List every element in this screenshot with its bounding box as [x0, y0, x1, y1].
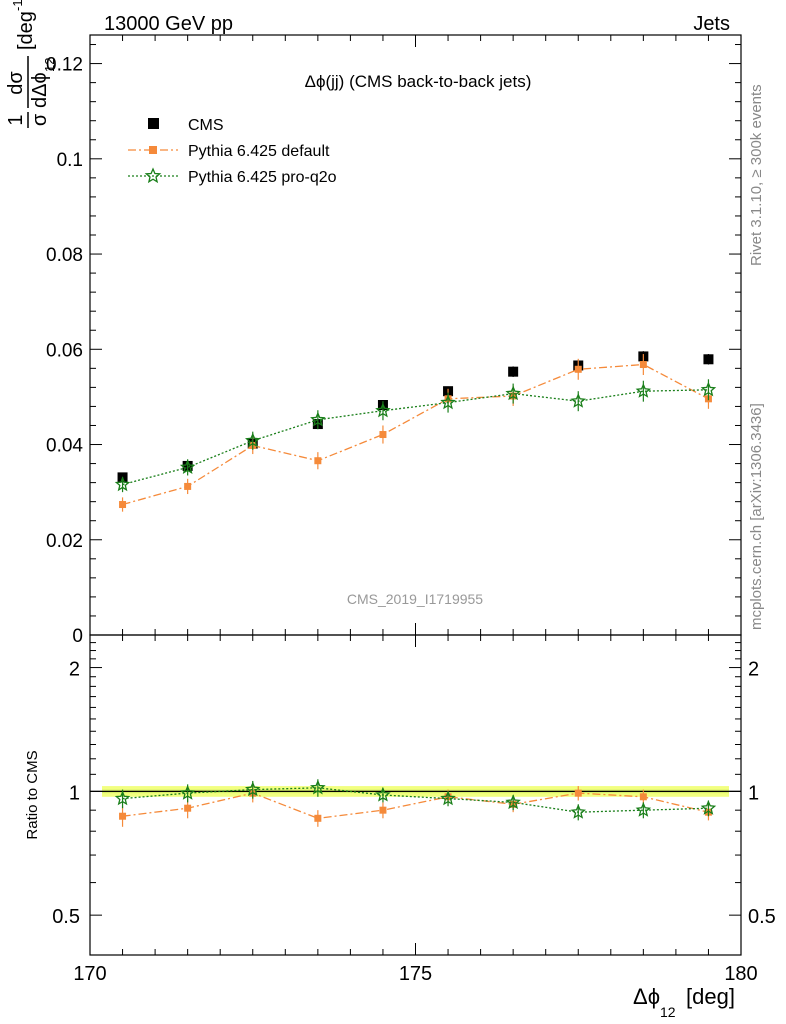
data-point-star: [245, 432, 261, 448]
ylabel-d-den-sub: 12: [42, 58, 57, 72]
legend-marker-cms: [148, 118, 159, 129]
y-tick-label: 0.12: [46, 55, 83, 76]
xlabel: Δϕ 12 [deg]: [633, 984, 735, 1020]
data-point-star: [505, 385, 521, 401]
ylabel-frac-den: σ: [29, 113, 51, 126]
ratio-y-tick-label-right: 1: [748, 782, 759, 804]
data-point-star: [375, 402, 391, 418]
y-tick-label: 0.08: [46, 245, 83, 266]
ratio-y-tick-label-right: 2: [748, 659, 759, 681]
x-tick-label: 180: [724, 963, 757, 985]
data-point-star: [635, 383, 652, 398]
y-tick-label: 0.1: [57, 150, 83, 171]
data-point: [119, 501, 127, 509]
ratio-point-star: [440, 790, 456, 806]
side-label-rivet: Rivet 3.1.10, ≥ 300k events: [748, 84, 765, 266]
ratio-point-star: [375, 786, 391, 802]
ratio-axis-ticks: 0.5 0.5 1 1 2 2 170 175 180: [52, 635, 776, 985]
legend-marker-pythia-proq2o: [144, 167, 162, 184]
xlabel-main: Δϕ: [633, 984, 660, 1009]
ratio-ylabel: Ratio to CMS: [24, 750, 41, 839]
y-tick-label: 0.04: [46, 436, 83, 457]
ratio-point: [314, 814, 322, 822]
ratio-point-star: [700, 800, 717, 815]
ratio-y-tick-label: 1: [69, 782, 80, 804]
legend-item-pythia-default: Pythia 6.425 default: [128, 143, 330, 160]
data-point: [574, 365, 582, 373]
main-data-marks: [114, 351, 717, 512]
data-point-star: [570, 393, 586, 408]
main-panel: 0 0.02 0.04 0.06 0.08 0.1 0.12 Δϕ(jj) (CMS bac…: [5, 0, 742, 647]
x-tick-label: 170: [73, 963, 106, 985]
watermark: CMS_2019_I1719955: [347, 591, 483, 607]
data-point-star: [700, 381, 717, 397]
legend-label-cms: CMS: [188, 117, 224, 134]
legend: CMS Pythia 6.425 default Pythia 6.425 pr…: [128, 117, 337, 186]
main-title: Δϕ(jj) (CMS back-to-back jets): [305, 72, 532, 91]
xlabel-sub: 12: [660, 1004, 676, 1020]
series-line-1: [122, 363, 709, 506]
ratio-series-line-0: [122, 792, 709, 819]
data-point: [314, 457, 322, 465]
ylabel-d-den: dΔϕ: [29, 72, 51, 108]
data-point-star: [440, 394, 456, 410]
ratio-point-star: [245, 781, 261, 797]
y-tick-label: 0.02: [46, 531, 83, 552]
ratio-y-tick-label: 0.5: [52, 906, 80, 928]
ratio-point: [379, 806, 387, 814]
legend-item-pythia-proq2o: Pythia 6.425 pro-q2o: [128, 167, 337, 186]
ratio-band: [90, 786, 741, 797]
legend-marker-pythia-default: [149, 146, 157, 154]
ratio-y-tick-label-right: 0.5: [748, 906, 776, 928]
ratio-point: [639, 793, 647, 801]
ylabel-d-num: dσ: [5, 71, 27, 95]
header-right: Jets: [693, 13, 730, 35]
ratio-data-marks: [114, 779, 717, 827]
y-tick-label: 0: [72, 626, 83, 647]
data-point: [379, 431, 387, 439]
series-line-2: [122, 389, 709, 486]
legend-item-cms: CMS: [148, 117, 224, 134]
ratio-point: [119, 812, 127, 820]
ratio-point: [574, 789, 582, 797]
ratio-point-star: [635, 802, 652, 817]
ylabel-frac-num: 1: [5, 114, 27, 125]
data-point: [508, 366, 519, 377]
y-tick-label: 0.06: [46, 340, 83, 361]
data-point-star: [114, 476, 131, 492]
ratio-point-star: [505, 794, 521, 810]
ylabel-unit: [deg: [15, 11, 37, 50]
data-point: [184, 482, 192, 490]
ratio-point: [184, 804, 192, 812]
xlabel-unit: [deg]: [686, 984, 735, 1009]
ratio-point-star: [570, 804, 586, 819]
data-point: [703, 354, 714, 365]
data-point-star: [310, 411, 326, 427]
x-tick-label: 175: [399, 963, 432, 985]
header-left: 13000 GeV pp: [104, 13, 233, 35]
main-ylabel: 1 σ dσ dΔϕ 12 [deg -1 ]: [5, 0, 57, 128]
side-label-mcplots: mcplots.cern.ch [arXiv:1306.3436]: [748, 403, 765, 630]
ylabel-unit-sup: -1: [10, 0, 25, 11]
main-axis-ticks: 0 0.02 0.04 0.06 0.08 0.1 0.12: [46, 35, 742, 647]
legend-label-pythia-default: Pythia 6.425 default: [188, 143, 330, 160]
ratio-y-tick-label: 2: [69, 659, 80, 681]
legend-label-pythia-proq2o: Pythia 6.425 pro-q2o: [188, 169, 337, 186]
ratio-point-star: [114, 790, 131, 806]
data-point-star: [179, 459, 196, 474]
data-point: [639, 361, 647, 369]
ratio-point-star: [179, 784, 196, 800]
ratio-point-star: [310, 779, 326, 795]
ratio-series-line-1: [122, 787, 709, 813]
